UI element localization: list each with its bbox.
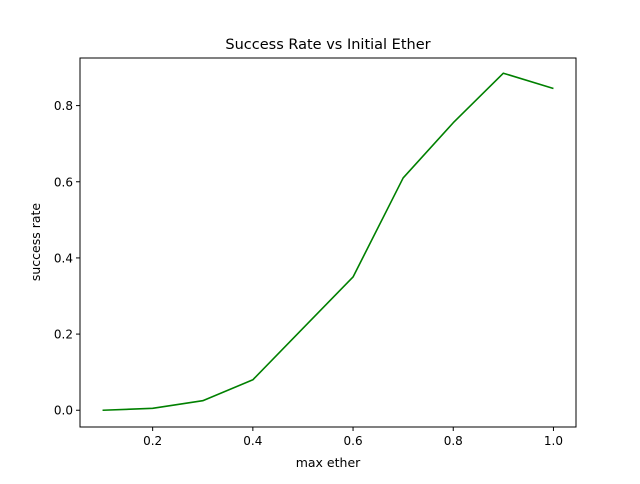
x-tick-label: 1.0 bbox=[544, 434, 563, 448]
chart-title: Success Rate vs Initial Ether bbox=[225, 37, 430, 53]
y-tick-label: 0.4 bbox=[54, 251, 73, 265]
y-tick-label: 0.2 bbox=[54, 328, 73, 342]
y-tick-label: 0.0 bbox=[54, 404, 73, 418]
y-axis-label: success rate bbox=[28, 203, 43, 282]
x-tick-label: 0.8 bbox=[444, 434, 463, 448]
x-tick-label: 0.2 bbox=[143, 434, 162, 448]
y-tick-label: 0.6 bbox=[54, 175, 73, 189]
y-tick-label: 0.8 bbox=[54, 99, 73, 113]
x-tick-label: 0.4 bbox=[243, 434, 262, 448]
x-tick-label: 0.6 bbox=[344, 434, 363, 448]
x-axis-label: max ether bbox=[296, 455, 361, 470]
